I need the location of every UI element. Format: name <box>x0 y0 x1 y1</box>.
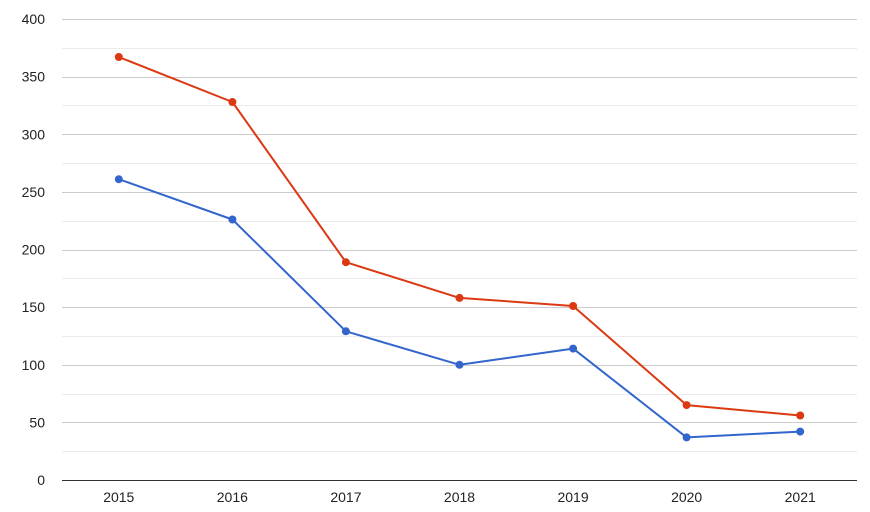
data-point[interactable] <box>114 175 123 184</box>
grid-lines <box>62 19 857 452</box>
y-tick-label: 300 <box>22 126 46 142</box>
data-point[interactable] <box>796 427 805 436</box>
data-point[interactable] <box>682 401 691 410</box>
x-tick-label: 2019 <box>557 489 588 505</box>
y-tick-label: 0 <box>37 472 45 488</box>
data-point[interactable] <box>228 98 237 106</box>
data-point[interactable] <box>228 215 237 224</box>
y-tick-label: 400 <box>22 11 46 27</box>
series-0 <box>114 53 805 420</box>
series-line <box>117 178 802 439</box>
data-point[interactable] <box>341 327 350 336</box>
data-point[interactable] <box>455 293 464 302</box>
data-point[interactable] <box>569 302 578 310</box>
x-tick-label: 2017 <box>330 489 361 505</box>
data-point[interactable] <box>114 53 123 61</box>
y-tick-label: 200 <box>22 242 46 258</box>
x-axis-tick-labels: 2015 2016 2017 2018 2019 2020 2021 <box>103 489 816 505</box>
y-tick-label: 100 <box>22 357 46 373</box>
data-point[interactable] <box>796 411 805 420</box>
y-tick-label: 350 <box>22 69 46 85</box>
x-tick-label: 2016 <box>217 489 248 505</box>
y-axis-tick-labels: 0 50 100 150 200 250 300 350 400 <box>22 11 46 488</box>
y-tick-label: 150 <box>22 299 46 315</box>
x-tick-label: 2015 <box>103 489 134 505</box>
data-point[interactable] <box>455 360 464 369</box>
data-point[interactable] <box>569 344 578 353</box>
x-tick-label: 2018 <box>444 489 475 505</box>
x-tick-label: 2021 <box>785 489 816 505</box>
x-tick-label: 2020 <box>671 489 702 505</box>
data-series <box>114 53 805 442</box>
y-tick-label: 250 <box>22 184 46 200</box>
data-point[interactable] <box>682 433 691 442</box>
y-tick-label: 50 <box>29 414 45 430</box>
series-1 <box>114 175 805 442</box>
data-point[interactable] <box>341 258 350 267</box>
